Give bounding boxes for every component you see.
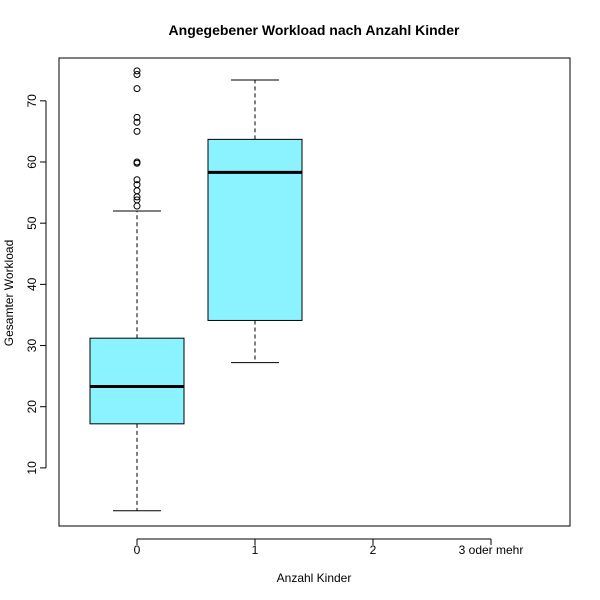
x-tick-label: 3 oder mehr xyxy=(459,543,524,557)
y-tick-label: 10 xyxy=(25,461,39,475)
y-tick-label: 40 xyxy=(25,277,39,291)
outlier-point xyxy=(133,71,141,79)
plot-frame xyxy=(58,57,571,527)
outlier-point xyxy=(133,113,141,121)
chart-title: Angegebener Workload nach Anzahl Kinder xyxy=(169,22,460,38)
y-tick-label: 30 xyxy=(25,339,39,353)
x-tick-label: 0 xyxy=(134,543,141,557)
outlier-point xyxy=(133,196,141,204)
x-tick-label: 1 xyxy=(252,543,259,557)
plot-layer: 10 20 30 40 50 60 70 0 1 2 3 oder mehr xyxy=(25,67,524,557)
box-iqr xyxy=(207,138,303,321)
y-axis-label: Gesamter Workload xyxy=(2,240,16,346)
outlier-point xyxy=(133,158,141,166)
outlier-point xyxy=(133,67,141,75)
y-tick-label: 70 xyxy=(25,94,39,108)
x-tick-label: 2 xyxy=(370,543,377,557)
x-axis-label: Anzahl Kinder xyxy=(277,571,352,585)
y-tick-label: 50 xyxy=(25,216,39,230)
y-tick-label: 60 xyxy=(25,155,39,169)
y-tick-label: 20 xyxy=(25,400,39,414)
outlier-point xyxy=(133,127,141,135)
outlier-point xyxy=(133,118,141,126)
outlier-point xyxy=(133,85,141,93)
outlier-point xyxy=(133,176,141,184)
outlier-point xyxy=(133,181,141,189)
box-iqr xyxy=(89,337,185,425)
